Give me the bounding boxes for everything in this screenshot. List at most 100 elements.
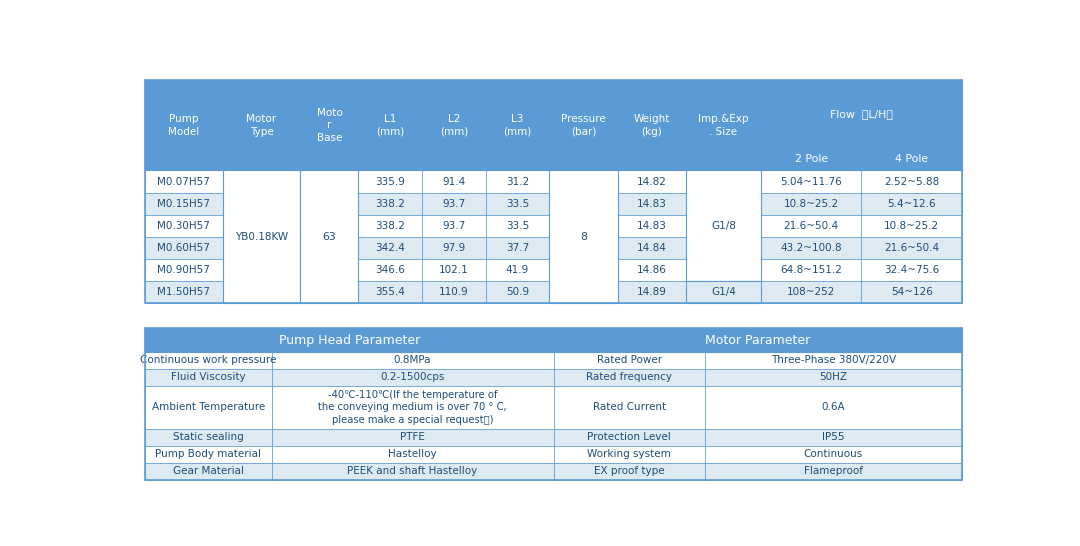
Text: 2.52~5.88: 2.52~5.88 xyxy=(885,176,940,187)
Bar xyxy=(422,281,486,303)
Bar xyxy=(145,429,272,446)
Bar xyxy=(686,281,760,303)
Bar xyxy=(760,281,862,303)
Bar xyxy=(618,237,686,259)
Bar xyxy=(862,147,962,170)
Text: L3
(mm): L3 (mm) xyxy=(503,114,531,136)
Text: G1/4: G1/4 xyxy=(711,287,735,297)
Text: 21.6~50.4: 21.6~50.4 xyxy=(783,221,839,231)
Bar xyxy=(222,259,300,281)
Text: 10.8~25.2: 10.8~25.2 xyxy=(885,221,940,231)
Text: Flameproof: Flameproof xyxy=(804,466,863,476)
Text: G1/8: G1/8 xyxy=(711,221,735,231)
Bar xyxy=(145,385,272,429)
Bar xyxy=(686,80,760,170)
Bar xyxy=(554,446,704,462)
Text: Rated Power: Rated Power xyxy=(596,355,662,365)
Bar xyxy=(486,215,550,237)
Text: Flow  （L/H）: Flow （L/H） xyxy=(829,109,893,118)
Text: Motor
Type: Motor Type xyxy=(246,114,276,136)
Bar xyxy=(145,259,222,281)
Text: Ambient Temperature: Ambient Temperature xyxy=(151,402,265,412)
Bar xyxy=(422,193,486,215)
Text: Pump Head Parameter: Pump Head Parameter xyxy=(279,334,420,347)
Bar xyxy=(145,462,272,479)
Bar xyxy=(704,369,962,385)
Bar xyxy=(272,352,554,369)
Bar xyxy=(300,215,359,237)
Text: 14.83: 14.83 xyxy=(637,221,666,231)
Bar xyxy=(486,80,550,170)
Bar xyxy=(618,215,686,237)
Text: 346.6: 346.6 xyxy=(375,265,405,275)
Text: 5.4~12.6: 5.4~12.6 xyxy=(888,199,936,209)
Bar xyxy=(486,237,550,259)
Bar xyxy=(359,215,422,237)
Text: 91.4: 91.4 xyxy=(442,176,465,187)
Bar xyxy=(145,80,962,303)
Bar xyxy=(686,215,760,237)
Bar xyxy=(272,429,554,446)
Bar xyxy=(862,259,962,281)
Bar xyxy=(222,170,300,193)
Bar xyxy=(554,352,704,369)
Bar xyxy=(422,80,486,170)
Bar xyxy=(145,193,222,215)
Bar xyxy=(145,328,554,352)
Bar xyxy=(704,446,962,462)
Text: 14.83: 14.83 xyxy=(637,199,666,209)
Text: Weight
(kg): Weight (kg) xyxy=(634,114,670,136)
Bar xyxy=(486,193,550,215)
Text: 0.2-1500cps: 0.2-1500cps xyxy=(380,372,445,382)
Bar xyxy=(760,170,862,193)
Bar xyxy=(554,462,704,479)
Bar xyxy=(704,385,962,429)
Text: 102.1: 102.1 xyxy=(438,265,469,275)
Bar xyxy=(145,170,222,193)
Text: Continuous work pressure: Continuous work pressure xyxy=(140,355,276,365)
Bar xyxy=(550,215,618,237)
Text: 338.2: 338.2 xyxy=(375,199,405,209)
Bar xyxy=(618,259,686,281)
Text: Pump
Model: Pump Model xyxy=(168,114,200,136)
Bar xyxy=(145,369,272,385)
Bar xyxy=(272,446,554,462)
Bar xyxy=(359,170,422,193)
Text: Motor Parameter: Motor Parameter xyxy=(705,334,810,347)
Bar xyxy=(300,259,359,281)
Text: L2
(mm): L2 (mm) xyxy=(440,114,468,136)
Bar xyxy=(550,237,618,259)
Text: Fluid Viscosity: Fluid Viscosity xyxy=(171,372,245,382)
Text: M0.07H57: M0.07H57 xyxy=(158,176,211,187)
Bar xyxy=(618,170,686,193)
Bar xyxy=(760,259,862,281)
Bar xyxy=(862,237,962,259)
Text: 14.86: 14.86 xyxy=(637,265,666,275)
Bar xyxy=(686,170,760,193)
Bar xyxy=(272,385,554,429)
Bar xyxy=(686,170,760,281)
Bar xyxy=(550,170,618,193)
Bar xyxy=(222,80,300,170)
Text: IP55: IP55 xyxy=(822,432,845,442)
Text: 37.7: 37.7 xyxy=(505,243,529,253)
Bar xyxy=(422,237,486,259)
Text: 14.89: 14.89 xyxy=(637,287,666,297)
Bar xyxy=(862,215,962,237)
Bar xyxy=(862,170,962,193)
Bar xyxy=(554,429,704,446)
Bar xyxy=(359,281,422,303)
Text: 342.4: 342.4 xyxy=(375,243,405,253)
Bar xyxy=(300,193,359,215)
Bar xyxy=(686,259,760,281)
Text: -40℃-110℃(If the temperature of
the conveying medium is over 70 ° C,
please make: -40℃-110℃(If the temperature of the conv… xyxy=(319,390,507,425)
Bar xyxy=(300,281,359,303)
Bar xyxy=(686,237,760,259)
Text: 14.84: 14.84 xyxy=(637,243,666,253)
Bar xyxy=(862,193,962,215)
Bar xyxy=(272,462,554,479)
Bar xyxy=(222,237,300,259)
Text: Three-Phase 380V/220V: Three-Phase 380V/220V xyxy=(771,355,895,365)
Bar xyxy=(704,429,962,446)
Text: Moto
r
Base: Moto r Base xyxy=(316,108,342,143)
